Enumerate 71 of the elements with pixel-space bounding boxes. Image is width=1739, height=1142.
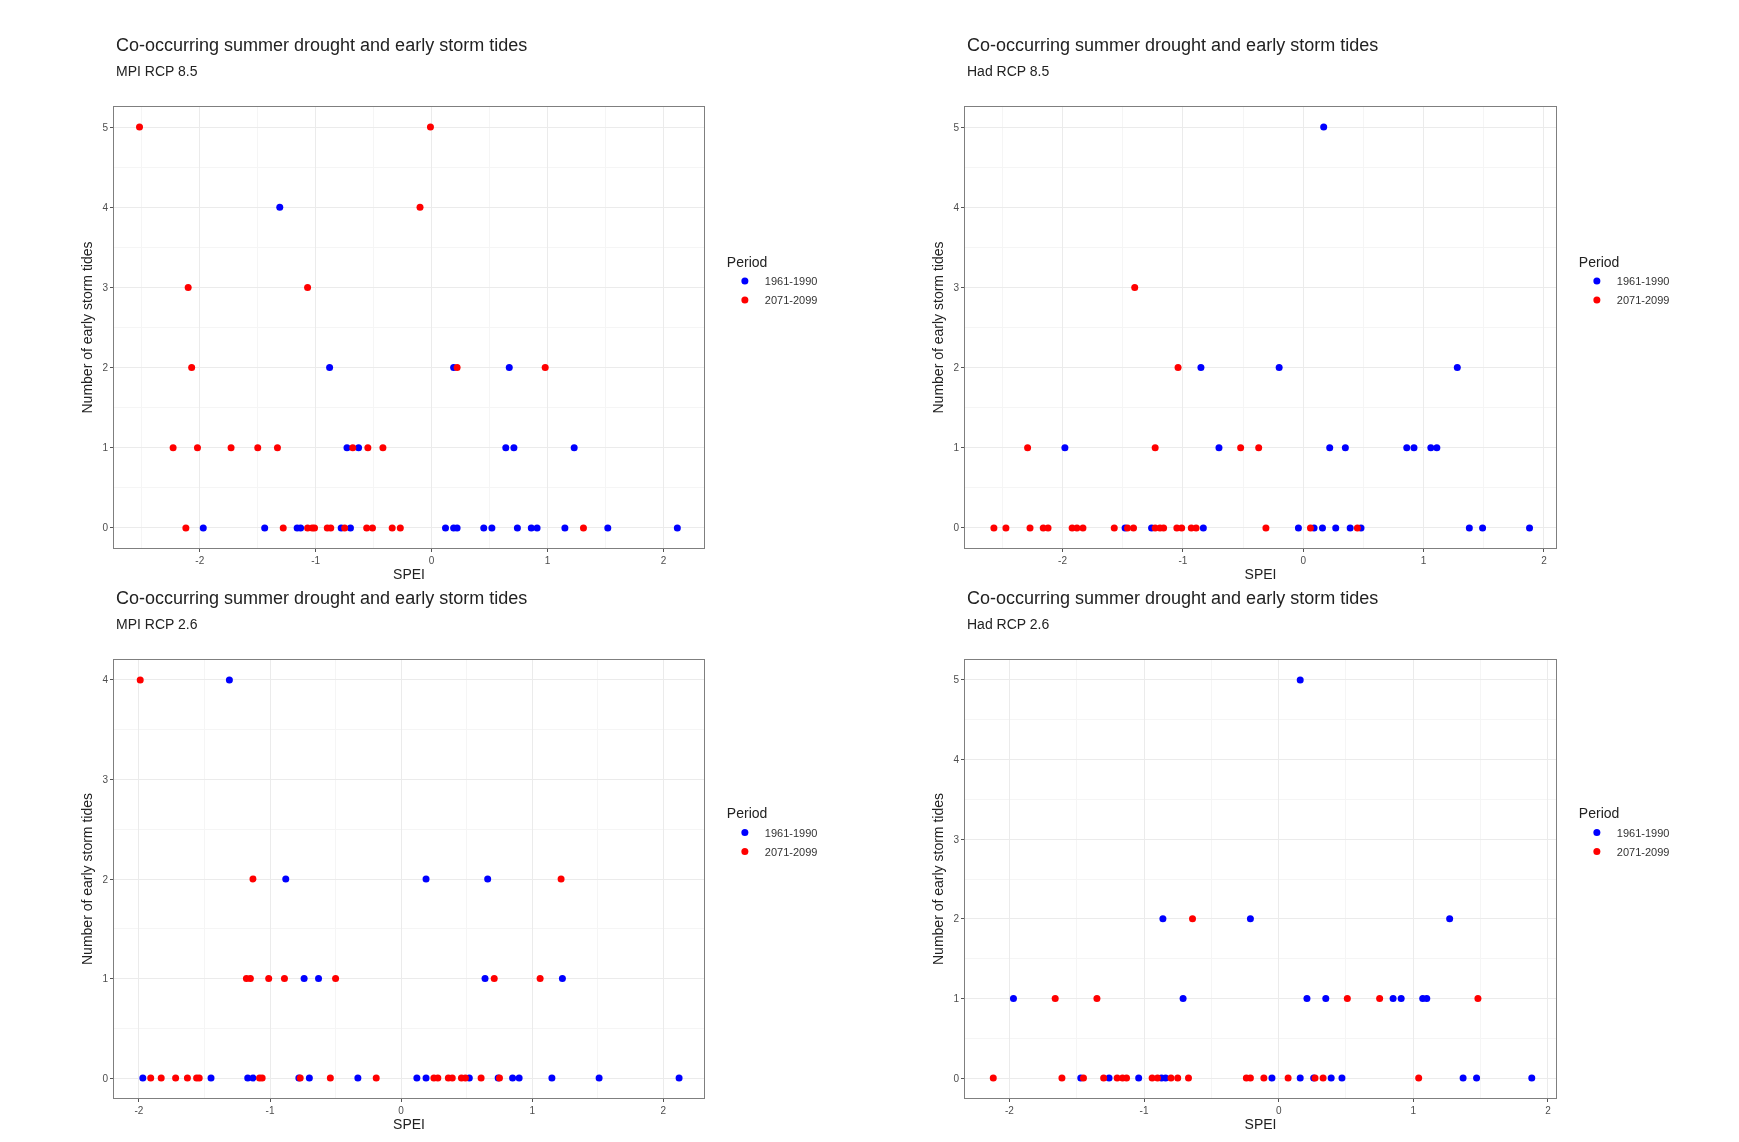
legend-title: Period xyxy=(1578,805,1620,822)
x-tick-label: -2 xyxy=(1004,1105,1015,1116)
chart-subtitle: MPI RCP 2.6 xyxy=(116,616,198,632)
y-axis-title: Number of early storm tides xyxy=(79,241,96,414)
x-tick-label: 1 xyxy=(1420,555,1427,566)
chart-title: Co-occurring summer drought and early storm tides xyxy=(967,35,1379,55)
x-tick-label: -1 xyxy=(1139,1105,1149,1116)
legend-label: 1961-1990 xyxy=(1616,275,1670,288)
legend-title: Period xyxy=(1578,253,1620,270)
chart-title: Co-occurring summer drought and early storm tides xyxy=(116,35,528,55)
x-tick-label: 2 xyxy=(1545,1105,1552,1116)
chart-subtitle: Had RCP 2.6 xyxy=(967,616,1050,632)
x-tick-label: 0 xyxy=(428,555,435,566)
legend-label: 2071-2099 xyxy=(1616,845,1670,858)
y-axis-title: Number of early storm tides xyxy=(79,793,96,965)
y-tick-label: 4 xyxy=(102,674,109,686)
x-tick-label: 0 xyxy=(398,1105,405,1116)
legend-label: 2071-2099 xyxy=(1616,294,1670,307)
y-tick-label: 5 xyxy=(102,121,109,133)
x-tick-label: -2 xyxy=(1058,555,1068,566)
y-tick-label: 3 xyxy=(953,833,960,845)
chart-subtitle: Had RCP 8.5 xyxy=(967,63,1050,79)
x-tick-label: 1 xyxy=(529,1105,536,1116)
y-tick-label: 0 xyxy=(102,1072,109,1084)
y-tick-label: 0 xyxy=(953,522,960,534)
legend-label: 1961-1990 xyxy=(764,275,818,288)
x-tick-label: 0 xyxy=(1275,1105,1282,1116)
legend-title: Period xyxy=(726,805,768,822)
x-tick-label: 2 xyxy=(1541,555,1548,566)
x-tick-label: -2 xyxy=(195,555,205,566)
x-tick-label: -1 xyxy=(1178,555,1188,566)
chart-subtitle: MPI RCP 8.5 xyxy=(116,63,198,79)
y-tick-label: 4 xyxy=(953,754,960,766)
y-tick-label: 2 xyxy=(953,362,960,374)
legend-label: 2071-2099 xyxy=(764,845,818,858)
y-tick-label: 2 xyxy=(102,873,109,885)
chart-title: Co-occurring summer drought and early storm tides xyxy=(116,588,528,608)
x-axis-title: SPEI xyxy=(393,566,425,583)
legend-label: 2071-2099 xyxy=(764,294,818,307)
y-axis-title: Number of early storm tides xyxy=(930,793,947,965)
y-axis-title: Number of early storm tides xyxy=(930,241,947,414)
y-tick-label: 2 xyxy=(953,913,960,925)
y-tick-label: 3 xyxy=(102,773,109,785)
y-tick-label: 1 xyxy=(953,442,960,454)
legend-title: Period xyxy=(726,253,768,270)
x-axis-title: SPEI xyxy=(393,1116,425,1133)
y-tick-label: 2 xyxy=(102,362,109,374)
chart-title: Co-occurring summer drought and early storm tides xyxy=(967,588,1379,608)
y-tick-label: 1 xyxy=(102,442,109,454)
legend-label: 1961-1990 xyxy=(1616,826,1670,839)
y-tick-label: 4 xyxy=(953,201,960,213)
x-axis-title: SPEI xyxy=(1244,566,1277,583)
y-tick-label: 0 xyxy=(953,1072,960,1084)
x-tick-label: -1 xyxy=(265,1105,275,1116)
x-tick-label: 1 xyxy=(544,555,551,566)
y-tick-label: 3 xyxy=(953,281,960,293)
y-tick-label: 5 xyxy=(953,121,960,133)
x-axis-title: SPEI xyxy=(1244,1116,1277,1133)
y-tick-label: 1 xyxy=(102,973,109,985)
y-tick-label: 1 xyxy=(953,992,960,1004)
x-tick-label: 2 xyxy=(660,555,667,566)
x-tick-label: 1 xyxy=(1410,1105,1417,1116)
y-tick-label: 3 xyxy=(102,281,109,293)
y-tick-label: 0 xyxy=(102,522,109,534)
y-tick-label: 5 xyxy=(953,674,960,686)
x-tick-label: 2 xyxy=(660,1105,667,1116)
x-tick-label: -2 xyxy=(134,1105,144,1116)
x-tick-label: -1 xyxy=(311,555,321,566)
y-tick-label: 4 xyxy=(102,201,109,213)
x-tick-label: 0 xyxy=(1300,555,1307,566)
legend-label: 1961-1990 xyxy=(764,826,818,839)
